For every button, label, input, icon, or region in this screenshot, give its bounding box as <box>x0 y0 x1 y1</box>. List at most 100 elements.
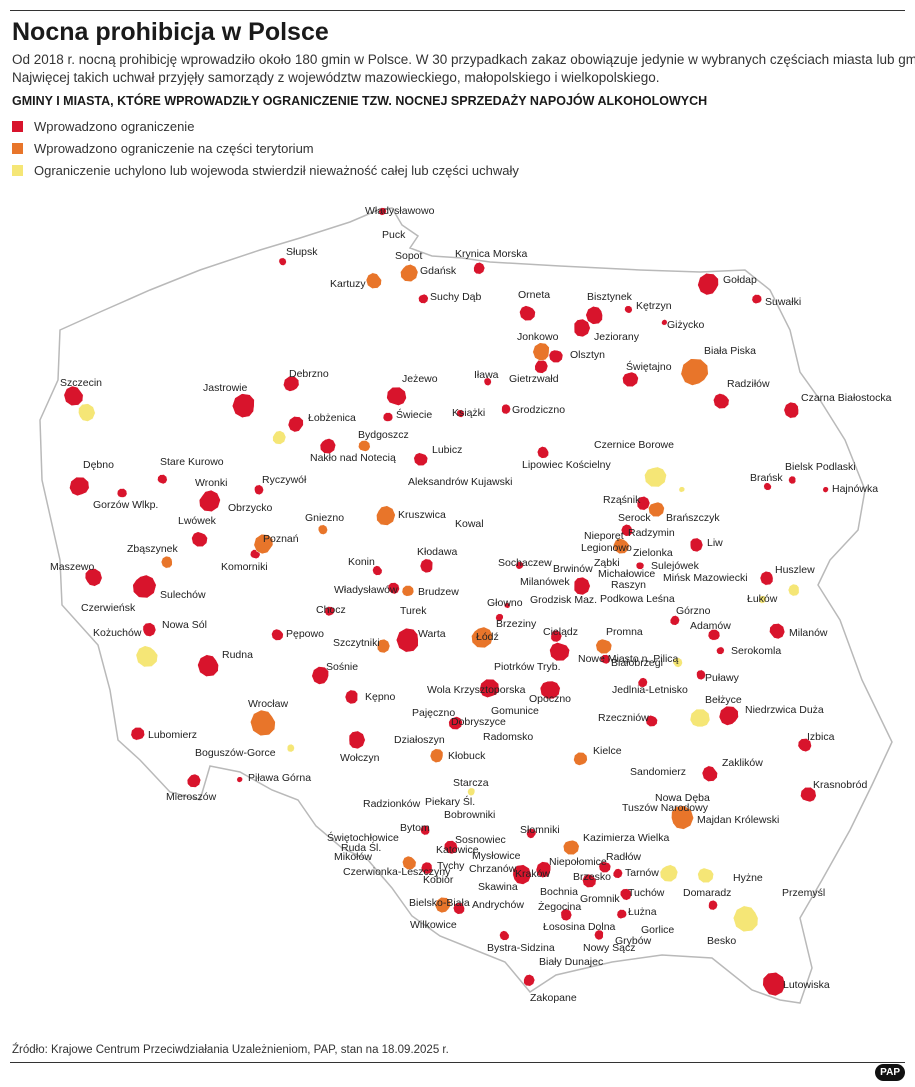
place-label: Kożuchów <box>93 627 142 639</box>
place-labels: Władysławowo Puck Słupsk Krynica Morska Such… <box>50 205 892 1004</box>
area <box>800 787 817 803</box>
place-label: Wronki <box>195 477 227 489</box>
revoked-area <box>672 657 683 668</box>
place-label: Adamów <box>690 620 731 632</box>
area <box>636 496 651 511</box>
area <box>622 371 639 387</box>
area <box>198 489 221 512</box>
place-label: Grodzisk Maz. <box>530 594 597 606</box>
area <box>434 897 451 914</box>
place-label: Rząśnik <box>603 494 641 506</box>
area <box>456 409 465 418</box>
revoked-area <box>689 708 711 728</box>
area <box>443 840 458 855</box>
place-label: Biała Piska <box>704 345 756 357</box>
area <box>382 412 394 422</box>
place-label: Bobrowniki <box>444 809 495 821</box>
area <box>429 748 444 763</box>
place-label: Piława Górna <box>248 772 311 784</box>
place-label: Sandomierz <box>630 766 686 778</box>
place-label: Rudna <box>222 649 253 661</box>
place-label: Serokomla <box>731 645 781 657</box>
place-label: Cielądz <box>543 626 578 638</box>
place-label: Wrocław <box>248 698 288 710</box>
place-label: Izbica <box>807 731 835 743</box>
place-label: Katowice <box>436 844 479 856</box>
place-label: Zielonka <box>633 547 673 559</box>
area <box>701 765 718 782</box>
place-label: Radomsko <box>483 731 533 743</box>
area <box>420 824 430 836</box>
area <box>535 861 552 878</box>
area <box>376 505 396 526</box>
place-label: Lubomierz <box>148 729 197 741</box>
place-label: Władysławów <box>334 584 398 596</box>
place-label: Sosnowiec <box>455 834 506 846</box>
revoked-area <box>467 787 476 797</box>
place-label: Hyżne <box>733 872 763 884</box>
area <box>645 714 658 727</box>
place-label: Wilkowice <box>410 919 457 931</box>
area <box>536 446 549 459</box>
place-label: Liw <box>707 537 723 549</box>
area <box>573 576 591 596</box>
revoked-area <box>697 867 714 883</box>
place-label: Radłów <box>606 851 641 863</box>
area <box>401 585 415 597</box>
place-label: Mikołów <box>334 851 372 863</box>
place-label: Łobżenica <box>308 412 356 424</box>
place-label: Kętrzyn <box>636 300 672 312</box>
place-label: Bochnia <box>540 886 578 898</box>
place-label: Aleksandrów Kujawski <box>408 476 512 488</box>
place-label: Poznań <box>263 533 299 545</box>
place-label: Łososina Dolna <box>543 921 616 933</box>
top-rule <box>10 10 905 11</box>
place-label: Wola Krzysztoporska <box>427 684 526 696</box>
area <box>708 899 718 911</box>
place-label: Brwinów <box>553 563 593 575</box>
area <box>253 533 274 555</box>
area <box>418 293 429 304</box>
area <box>400 264 419 282</box>
place-label: Brańszczyk <box>666 512 720 524</box>
place-label: Czerwionka-Leszczyny <box>343 866 451 878</box>
area <box>783 401 799 419</box>
place-label: Brzeziny <box>496 618 537 630</box>
revoked-area <box>678 486 686 493</box>
area <box>473 262 486 275</box>
area <box>317 524 328 535</box>
place-label: Tuchów <box>628 887 665 899</box>
area <box>549 642 570 662</box>
area <box>562 839 580 855</box>
revoked-area <box>659 864 679 883</box>
area <box>822 486 829 493</box>
revoked-area <box>78 403 96 422</box>
legend-label: Wprowadzono ograniczenie <box>34 119 195 134</box>
area <box>387 582 400 595</box>
legend-swatch <box>12 143 23 154</box>
place-label: Dobryszyce <box>451 716 506 728</box>
area <box>612 868 623 879</box>
map: Władysławowo Puck Słupsk Krynica Morska Such… <box>39 205 893 1004</box>
area <box>501 403 511 415</box>
area <box>157 474 168 485</box>
area <box>142 622 157 637</box>
place-label: Lipowiec Kościelny <box>522 459 611 471</box>
area <box>324 606 335 617</box>
area <box>718 705 739 726</box>
place-label: Tuszów Narodowy <box>622 802 709 814</box>
area <box>197 654 219 677</box>
area <box>386 386 407 406</box>
place-label: Piotrków Tryb. <box>494 661 561 673</box>
place-label: Bystra-Sidzina <box>487 942 555 954</box>
place-label: Łódź <box>476 631 499 643</box>
legend-swatch <box>12 165 23 176</box>
place-label: Kielce <box>593 745 622 757</box>
place-label: Gołdap <box>723 274 757 286</box>
place-label: Wołczyn <box>340 752 380 764</box>
area <box>523 974 536 987</box>
place-label: Górzno <box>676 605 711 617</box>
area <box>594 929 604 941</box>
place-label: Jeziorany <box>594 331 640 343</box>
place-label: Besko <box>707 935 736 947</box>
